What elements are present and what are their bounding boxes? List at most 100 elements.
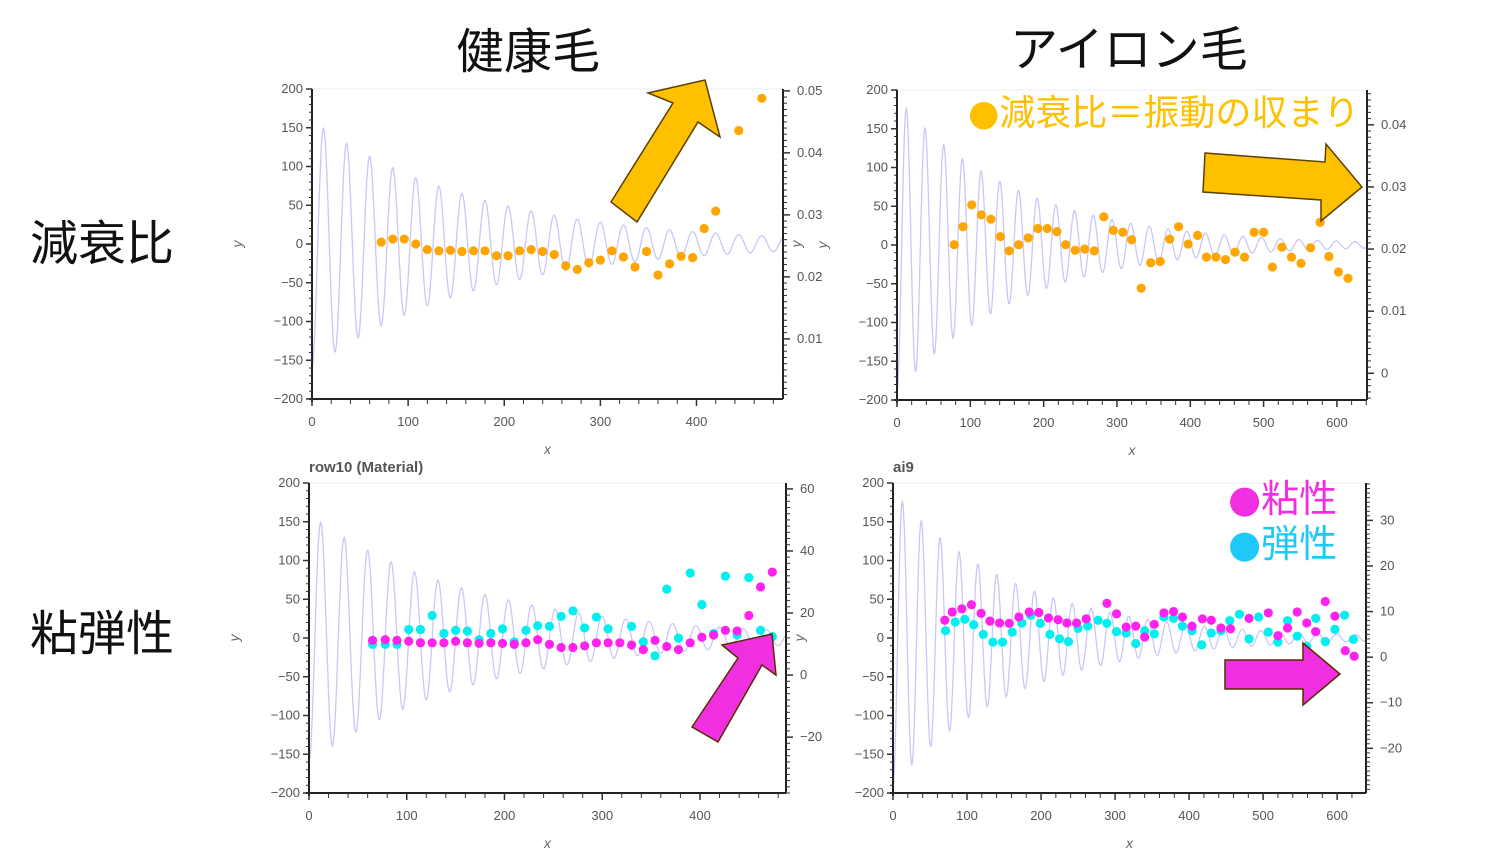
y-tick-label: 0 — [293, 630, 300, 645]
data-point-damping — [1249, 227, 1259, 237]
data-point-damping — [1014, 240, 1024, 250]
x-tick-label: 300 — [1104, 808, 1126, 823]
x-tick-label: 200 — [1033, 415, 1055, 430]
y-tick-label: −200 — [855, 785, 884, 800]
data-point-elasticity — [1234, 609, 1245, 619]
data-point-elasticity — [556, 611, 566, 622]
data-point-damping — [503, 251, 513, 261]
data-point-damping — [1201, 252, 1212, 262]
data-point-elasticity — [744, 573, 754, 583]
y-tick-label: 50 — [289, 197, 303, 212]
data-point-damping — [1089, 246, 1099, 256]
data-point-elasticity — [1045, 629, 1055, 639]
y-axis-label: y — [814, 241, 830, 250]
damped-wave-line — [308, 520, 787, 763]
data-point-damping — [630, 262, 640, 272]
y-tick-label: −50 — [278, 669, 300, 684]
data-point-damping — [1324, 251, 1334, 262]
data-point-damping — [1042, 223, 1052, 234]
data-point-damping — [1286, 252, 1297, 262]
x-tick-label: 300 — [590, 414, 612, 429]
row-label-damping-ratio: 減衰比 — [30, 216, 175, 272]
data-point-viscosity — [544, 639, 555, 649]
y-tick-label: 150 — [866, 121, 888, 136]
y2-tick-label: 0.02 — [1381, 241, 1406, 256]
data-point-elasticity — [1054, 634, 1065, 644]
data-point-viscosity — [1349, 651, 1359, 661]
data-point-elasticity — [1140, 626, 1150, 636]
data-point-viscosity — [1159, 608, 1169, 618]
y-tick-label: −100 — [859, 315, 888, 330]
data-point-damping — [515, 246, 525, 256]
y2-tick-label: 60 — [800, 481, 814, 496]
y-tick-label: 150 — [281, 120, 303, 135]
data-point-elasticity — [439, 628, 449, 639]
data-point-damping — [1070, 245, 1080, 255]
y-tick-label: 0 — [296, 236, 303, 251]
data-point-elasticity — [451, 625, 461, 635]
data-point-viscosity — [1197, 614, 1208, 624]
data-point-elasticity — [415, 624, 426, 635]
data-point-viscosity — [1273, 631, 1283, 641]
data-point-elasticity — [1263, 627, 1273, 637]
y2-tick-label: 0.01 — [1381, 303, 1406, 318]
data-point-damping — [1033, 223, 1043, 234]
y-tick-label: −200 — [274, 391, 303, 406]
data-point-viscosity — [462, 638, 472, 648]
y2-tick-label: 0.03 — [1381, 179, 1406, 194]
data-point-viscosity — [1102, 598, 1112, 608]
data-point-damping — [1239, 252, 1250, 262]
data-point-damping — [411, 239, 421, 249]
data-point-viscosity — [940, 615, 950, 625]
data-point-viscosity — [497, 638, 508, 649]
arrow-up-right-icon — [610, 79, 722, 224]
y-axis-label: y — [226, 634, 242, 643]
y-tick-label: 100 — [281, 159, 303, 174]
data-point-damping — [388, 234, 398, 244]
data-point-viscosity — [1292, 607, 1302, 617]
data-point-elasticity — [427, 610, 437, 621]
data-point-viscosity — [985, 616, 995, 626]
data-point-viscosity — [685, 638, 695, 648]
data-point-viscosity — [976, 608, 986, 618]
y-axis-label: y — [229, 240, 245, 249]
data-point-elasticity — [603, 624, 613, 634]
x-tick-label: 400 — [1179, 415, 1201, 430]
data-point-viscosity — [556, 642, 566, 653]
data-point-damping — [757, 93, 767, 103]
arrow-right-icon — [1224, 641, 1342, 707]
data-point-viscosity — [638, 645, 648, 655]
data-point-elasticity — [580, 623, 590, 633]
data-point-damping — [688, 253, 698, 263]
data-point-elasticity — [638, 637, 648, 647]
data-point-viscosity — [404, 636, 414, 646]
data-point-damping — [1343, 273, 1353, 283]
data-point-viscosity — [673, 645, 684, 655]
data-point-damping — [1080, 244, 1090, 254]
data-point-damping — [949, 240, 959, 250]
data-point-elasticity — [1168, 613, 1179, 623]
y-tick-label: −150 — [859, 353, 888, 368]
x-tick-label: 300 — [591, 808, 613, 823]
data-point-elasticity — [1111, 627, 1122, 637]
data-point-damping — [1052, 227, 1062, 237]
data-point-viscosity — [697, 632, 707, 642]
data-point-elasticity — [662, 584, 672, 594]
x-tick-label: 100 — [397, 414, 419, 429]
data-point-elasticity — [1083, 621, 1093, 631]
y2-axis-label: y — [788, 240, 804, 249]
data-point-damping — [1061, 240, 1071, 250]
data-point-viscosity — [392, 635, 402, 645]
data-point-viscosity — [767, 567, 777, 577]
data-point-damping — [1136, 283, 1146, 293]
elasticity-legend: ●弾性 — [1228, 522, 1338, 566]
data-point-elasticity — [591, 612, 601, 622]
data-point-damping — [676, 251, 686, 261]
y-tick-label: −150 — [274, 352, 303, 367]
data-point-damping — [1173, 222, 1184, 232]
data-point-viscosity — [1024, 607, 1034, 617]
data-point-viscosity — [1149, 619, 1159, 629]
x-tick-label: 0 — [305, 808, 312, 823]
